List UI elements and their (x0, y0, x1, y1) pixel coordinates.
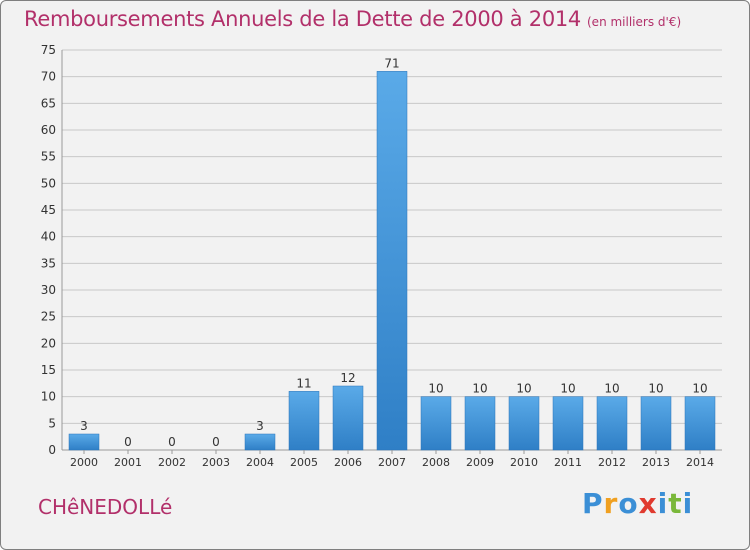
bar (684, 396, 716, 451)
x-tick-label: 2005 (290, 456, 318, 469)
x-tick-label: 2011 (554, 456, 582, 469)
x-tick-label: 2004 (246, 456, 274, 469)
bar-value-label: 11 (296, 376, 311, 390)
bar (640, 396, 672, 451)
y-tick-label: 55 (41, 150, 56, 164)
logo-letter: r (603, 487, 619, 520)
y-tick-label: 75 (41, 43, 56, 57)
chart-title-main: Remboursements Annuels de la Dette de 20… (24, 7, 581, 31)
bar (244, 433, 276, 451)
y-tick-label: 60 (41, 123, 56, 137)
logo-letter: t (668, 487, 683, 520)
proxiti-logo: Proxiti (582, 487, 693, 520)
x-tick-label: 2013 (642, 456, 670, 469)
y-tick-label: 70 (41, 70, 56, 84)
x-tick-label: 2010 (510, 456, 538, 469)
logo-letter: P (582, 487, 604, 520)
logo-letter: i (682, 487, 694, 520)
x-tick-label: 2014 (686, 456, 714, 469)
x-tick-label: 2007 (378, 456, 406, 469)
bar (596, 396, 628, 451)
logo-letter: i (657, 487, 669, 520)
y-tick-label: 0 (48, 443, 56, 457)
y-tick-label: 45 (41, 203, 56, 217)
bar-value-label: 71 (384, 56, 399, 70)
bar (464, 396, 496, 451)
bar-value-label: 10 (604, 382, 619, 396)
y-tick-label: 40 (41, 230, 56, 244)
y-tick-label: 25 (41, 310, 56, 324)
bar-value-label: 10 (692, 382, 707, 396)
x-tick-label: 2002 (158, 456, 186, 469)
y-tick-label: 5 (48, 416, 56, 430)
bar-value-label: 12 (340, 371, 355, 385)
bar (552, 396, 584, 451)
y-tick-label: 35 (41, 256, 56, 270)
chart-title: Remboursements Annuels de la Dette de 20… (24, 7, 681, 31)
x-tick-label: 2012 (598, 456, 626, 469)
x-tick-label: 2006 (334, 456, 362, 469)
bar-value-label: 0 (212, 435, 220, 449)
bar (68, 433, 100, 451)
y-tick-label: 15 (41, 363, 56, 377)
bar (420, 396, 452, 451)
bar (508, 396, 540, 451)
bar-value-label: 10 (472, 382, 487, 396)
y-tick-label: 10 (41, 390, 56, 404)
y-tick-label: 30 (41, 283, 56, 297)
logo-letter: o (618, 487, 639, 520)
bar-value-label: 10 (648, 382, 663, 396)
plot-area: 0510152025303540455055606570753200002001… (41, 43, 722, 469)
logo-letter: x (638, 487, 658, 520)
commune-name: CHêNEDOLLé (38, 495, 173, 519)
y-tick-label: 50 (41, 176, 56, 190)
x-tick-label: 2000 (70, 456, 98, 469)
bar-value-label: 10 (428, 382, 443, 396)
x-tick-label: 2009 (466, 456, 494, 469)
bar-value-label: 3 (80, 419, 88, 433)
x-tick-label: 2003 (202, 456, 230, 469)
bar-value-label: 3 (256, 419, 264, 433)
bar (376, 71, 408, 451)
x-tick-label: 2001 (114, 456, 142, 469)
chart-title-unit: (en milliers d'€) (587, 15, 682, 29)
bar-value-label: 10 (516, 382, 531, 396)
bar-value-label: 0 (168, 435, 176, 449)
y-tick-label: 20 (41, 336, 56, 350)
bar-value-label: 10 (560, 382, 575, 396)
bar (332, 385, 364, 451)
bar-value-label: 0 (124, 435, 132, 449)
x-tick-label: 2008 (422, 456, 450, 469)
y-tick-label: 65 (41, 96, 56, 110)
bar (288, 391, 320, 451)
